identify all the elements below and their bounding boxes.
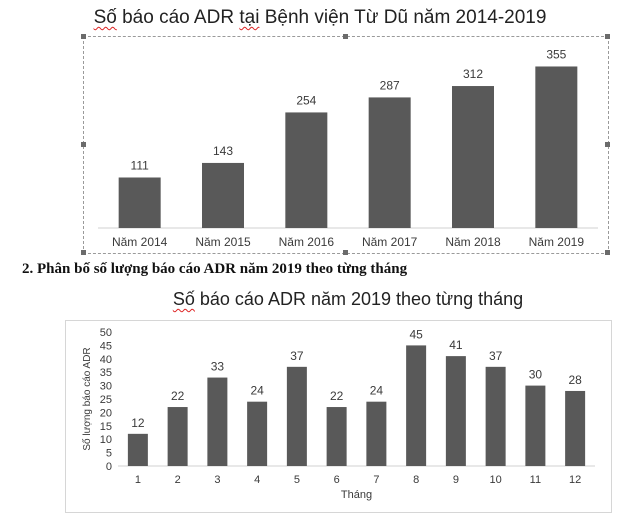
chart2-x-tick-label: 2 — [175, 474, 181, 486]
chart2-bar — [565, 390, 586, 466]
resize-handle-top-left[interactable] — [81, 34, 86, 39]
chart2-bar — [247, 401, 268, 466]
chart2-bar — [445, 356, 466, 466]
chart2-data-label: 24 — [370, 384, 384, 398]
chart1-data-label: 143 — [213, 144, 233, 158]
chart1-title-part-0: Số — [93, 7, 117, 28]
chart2-bar — [326, 407, 347, 466]
chart1-x-tick-label: Năm 2019 — [529, 235, 585, 249]
chart1-bar — [535, 66, 578, 228]
resize-handle-top-middle[interactable] — [343, 34, 348, 39]
chart1-x-tick-label: Năm 2014 — [112, 235, 168, 249]
resize-handle-bottom-middle[interactable] — [343, 250, 348, 255]
chart2-data-label: 12 — [131, 416, 145, 430]
chart2-title-part-0: Số — [172, 289, 195, 309]
chart1-title-part-1: báo cáo ADR — [116, 7, 240, 28]
chart1-x-tick-label: Năm 2017 — [362, 235, 418, 249]
chart1-title-part-2: tại — [239, 7, 260, 28]
chart2-x-tick-label: 11 — [530, 474, 541, 486]
chart2-y-tick-label: 45 — [100, 340, 112, 352]
chart2-y-tick-label: 30 — [100, 381, 112, 393]
chart2-x-tick-label: 10 — [490, 474, 502, 486]
chart2-bar — [167, 407, 188, 466]
chart2-data-label: 22 — [171, 389, 185, 403]
chart2-x-axis-title: Tháng — [341, 489, 372, 501]
chart2-bar — [207, 377, 228, 466]
chart1-bar — [368, 97, 411, 228]
chart1-selection-frame[interactable] — [81, 34, 610, 255]
chart2-bar — [366, 401, 387, 466]
chart2-y-tick-label: 25 — [100, 394, 112, 406]
chart2-data-label: 28 — [568, 373, 582, 387]
section-heading: 2. Phân bố số lượng báo cáo ADR năm 2019… — [22, 261, 408, 277]
chart2-data-label: 24 — [250, 384, 264, 398]
chart1-data-label: 355 — [546, 47, 566, 61]
resize-handle-bottom-left[interactable] — [81, 250, 86, 255]
chart2-data-label: 37 — [489, 349, 503, 363]
chart1-title-part-3: Bệnh viện Từ Dũ năm 2014-2019 — [259, 7, 547, 28]
chart2-x-tick-label: 9 — [453, 474, 459, 486]
chart2-data-label: 41 — [449, 338, 463, 352]
chart2-y-tick-label: 15 — [100, 421, 112, 433]
resize-handle-middle-right[interactable] — [605, 142, 610, 147]
chart1-x-tick-label: Năm 2016 — [279, 235, 335, 249]
chart2-x-tick-label: 4 — [254, 474, 260, 486]
chart1-bar — [452, 86, 494, 228]
chart1-bar — [285, 112, 328, 228]
chart1-data-label: 254 — [296, 93, 316, 107]
resize-handle-top-right[interactable] — [605, 34, 610, 39]
chart2-y-tick-label: 0 — [106, 461, 112, 473]
chart2-title-part-1: báo cáo ADR năm 2019 theo từng tháng — [194, 289, 524, 309]
chart1-data-label: 111 — [131, 158, 150, 172]
chart2-bar — [485, 366, 506, 466]
chart1-title: Số báo cáo ADR tại Bệnh viện Từ Dũ năm 2… — [0, 7, 640, 29]
chart2-x-tick-label: 8 — [413, 474, 419, 486]
resize-handle-middle-left[interactable] — [81, 142, 86, 147]
chart2-data-label: 30 — [529, 368, 543, 382]
chart2-bar — [406, 345, 427, 466]
chart2-x-tick-label: 1 — [135, 474, 141, 486]
chart2-y-tick-label: 50 — [100, 327, 112, 339]
chart1-x-tick-label: Năm 2015 — [195, 235, 251, 249]
chart1-bar — [118, 177, 161, 228]
chart2-x-tick-label: 3 — [214, 474, 220, 486]
chart2-data-label: 33 — [211, 360, 225, 374]
chart2-y-tick-label: 5 — [106, 448, 112, 460]
chart1-data-label: 312 — [463, 67, 483, 81]
chart2-title: Số báo cáo ADR năm 2019 theo từng tháng — [28, 289, 640, 310]
chart2-x-tick-label: 12 — [569, 474, 581, 486]
chart2-data-label: 37 — [290, 349, 304, 363]
chart2-bar — [525, 385, 546, 466]
chart2-frame — [65, 320, 612, 513]
chart1-data-label: 287 — [380, 78, 400, 92]
chart2-y-axis-title: Số lượng báo cáo ADR — [81, 347, 93, 450]
chart2-bar — [127, 433, 148, 466]
chart2-x-tick-label: 7 — [373, 474, 379, 486]
chart2-y-tick-label: 20 — [100, 407, 112, 419]
chart2-x-tick-label: 5 — [294, 474, 300, 486]
chart1-x-tick-label: Năm 2018 — [445, 235, 501, 249]
chart2-data-label: 45 — [409, 327, 423, 341]
chart2-y-tick-label: 35 — [100, 367, 112, 379]
resize-handle-bottom-right[interactable] — [605, 250, 610, 255]
chart2-y-tick-label: 10 — [100, 434, 112, 446]
chart2-x-tick-label: 6 — [334, 474, 340, 486]
chart2-bar — [286, 366, 307, 466]
chart2-data-label: 22 — [330, 389, 344, 403]
chart2-y-tick-label: 40 — [100, 354, 112, 366]
chart1-bar — [202, 162, 244, 228]
